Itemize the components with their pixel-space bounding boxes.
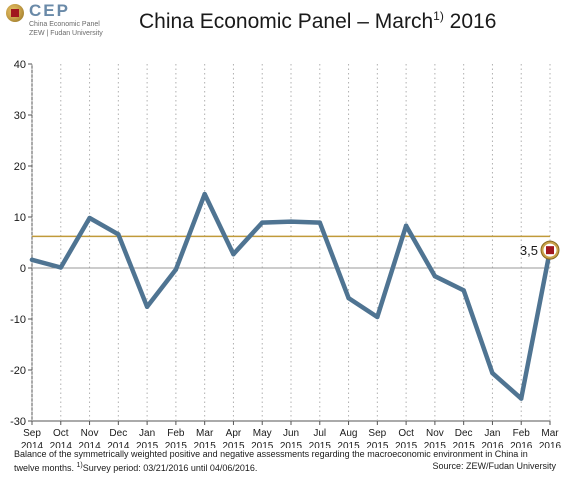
x-tick-label-year: 2015	[309, 441, 332, 448]
x-tick-label-month: Jul	[313, 428, 326, 439]
line-chart: 403020100-10-20-30Sep2014Oct2014Nov2014D…	[10, 59, 562, 448]
data-point	[231, 252, 236, 257]
x-tick-label-year: 2015	[337, 441, 360, 448]
footnote: Balance of the symmetrically weighted po…	[14, 448, 562, 474]
x-tick-label-month: Sep	[23, 428, 41, 439]
y-tick-label: 20	[14, 161, 26, 173]
data-point	[87, 215, 92, 221]
y-tick-label: -10	[10, 314, 26, 326]
x-tick-label-month: Dec	[109, 428, 127, 439]
x-tick-label-year: 2015	[165, 441, 188, 448]
data-point	[58, 265, 63, 270]
logo-line1: China Economic Panel	[29, 21, 100, 28]
data-point	[317, 220, 322, 225]
x-tick-label-year: 2014	[78, 441, 101, 448]
x-tick-label-year: 2015	[280, 441, 303, 448]
cep-logo: CEP China Economic Panel ZEW | Fudan Uni…	[6, 1, 136, 44]
x-tick-label-year: 2015	[395, 441, 418, 448]
y-tick-label: 40	[14, 59, 26, 71]
footnote-line2-pre: twelve months.	[14, 463, 77, 473]
logo-acronym: CEP	[29, 1, 70, 20]
x-tick-label-year: 2015	[136, 441, 159, 448]
x-tick-label-month: Jan	[139, 428, 155, 439]
chart-title-footnote-mark: 1)	[433, 9, 444, 23]
x-tick-label-month: Nov	[81, 428, 99, 439]
data-point	[461, 288, 466, 293]
x-tick-label-year: 2016	[539, 441, 562, 448]
data-point	[288, 219, 294, 224]
chart-title-text: China Economic Panel – March	[139, 10, 434, 33]
x-tick-label-year: 2015	[424, 441, 447, 448]
data-point	[375, 314, 380, 320]
source-note: Source: ZEW/Fudan University	[432, 461, 556, 471]
x-tick-label-year: 2014	[107, 441, 130, 448]
data-point	[519, 396, 524, 401]
x-tick-label-month: Oct	[398, 428, 414, 439]
x-tick-label-month: Mar	[196, 428, 214, 439]
data-point	[260, 220, 265, 225]
data-point	[29, 257, 35, 263]
footnote-line2: twelve months. 1)Survey period: 03/21/20…	[14, 460, 562, 474]
x-tick-label-month: Feb	[513, 428, 531, 439]
footnote-line2-mark: 1)	[76, 462, 83, 469]
data-point	[202, 191, 207, 197]
data-point	[144, 304, 150, 309]
x-tick-label-year: 2015	[194, 441, 217, 448]
series-line	[29, 191, 553, 401]
x-tick-label-month: Nov	[426, 428, 444, 439]
x-tick-label-year: 2016	[481, 441, 504, 448]
x-tick-label-month: Feb	[167, 428, 185, 439]
y-tick-label: 10	[14, 212, 26, 224]
x-tick-label-month: Aug	[340, 428, 358, 439]
cep-emblem-icon	[6, 4, 24, 22]
y-tick-label: -20	[10, 365, 26, 377]
x-tick-label-month: May	[253, 428, 272, 439]
x-tick-label-month: Dec	[455, 428, 473, 439]
x-tick-label-year: 2015	[222, 441, 245, 448]
data-point	[346, 295, 351, 301]
footnote-line1: Balance of the symmetrically weighted po…	[14, 449, 528, 459]
x-tick-label-month: Jan	[484, 428, 500, 439]
chart-title: China Economic Panel – March1) 2016	[139, 9, 496, 34]
x-tick-label-month: Jun	[283, 428, 299, 439]
x-tick-label-year: 2015	[251, 441, 274, 448]
x-tick-label-month: Mar	[541, 428, 559, 439]
x-tick-label-month: Apr	[226, 428, 242, 439]
data-point	[403, 223, 409, 228]
y-tick-label: -30	[10, 416, 26, 428]
data-point	[432, 273, 438, 279]
x-tick-label-year: 2016	[510, 441, 533, 448]
x-tick-label-month: Oct	[53, 428, 69, 439]
x-tick-label-year: 2015	[366, 441, 389, 448]
data-point	[173, 267, 179, 272]
x-tick-label-year: 2014	[50, 441, 73, 448]
last-value-label: 3,5	[520, 243, 538, 258]
y-tick-label: 30	[14, 110, 26, 122]
x-tick-label-year: 2015	[453, 441, 476, 448]
data-point	[490, 370, 495, 376]
x-tick-label-month: Sep	[368, 428, 386, 439]
y-tick-label: 0	[20, 263, 26, 275]
footnote-line2-post: Survey period: 03/21/2016 until 04/06/20…	[82, 463, 258, 473]
data-point	[116, 232, 121, 237]
last-value-marker-core	[546, 246, 554, 255]
chart-title-year: 2016	[449, 10, 497, 33]
x-tick-label-year: 2014	[21, 441, 44, 448]
logo-line2: ZEW | Fudan University	[29, 30, 103, 37]
